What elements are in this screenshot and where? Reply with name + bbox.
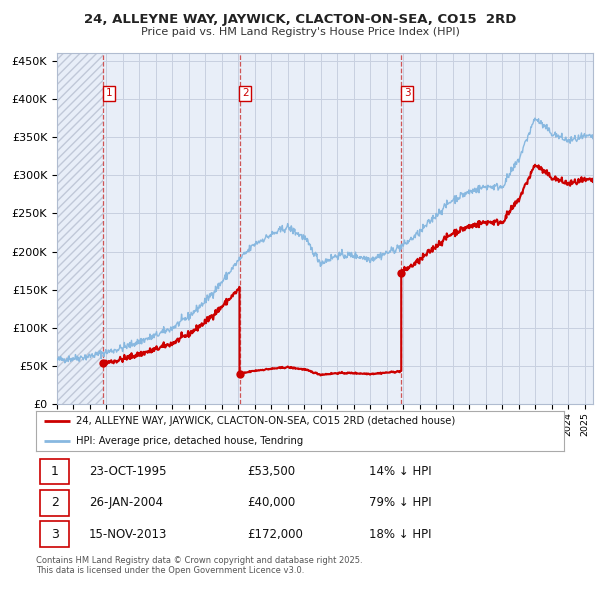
- Text: Price paid vs. HM Land Registry's House Price Index (HPI): Price paid vs. HM Land Registry's House …: [140, 27, 460, 37]
- Text: HPI: Average price, detached house, Tendring: HPI: Average price, detached house, Tend…: [76, 437, 303, 446]
- Text: 3: 3: [51, 527, 59, 540]
- Text: 79% ↓ HPI: 79% ↓ HPI: [368, 496, 431, 510]
- Text: 24, ALLEYNE WAY, JAYWICK, CLACTON-ON-SEA, CO15 2RD (detached house): 24, ALLEYNE WAY, JAYWICK, CLACTON-ON-SEA…: [76, 417, 455, 426]
- Text: 26-JAN-2004: 26-JAN-2004: [89, 496, 163, 510]
- Text: 14% ↓ HPI: 14% ↓ HPI: [368, 466, 431, 478]
- Text: 23-OCT-1995: 23-OCT-1995: [89, 466, 166, 478]
- Text: 18% ↓ HPI: 18% ↓ HPI: [368, 527, 431, 540]
- Text: Contains HM Land Registry data © Crown copyright and database right 2025.
This d: Contains HM Land Registry data © Crown c…: [36, 556, 362, 575]
- Text: 15-NOV-2013: 15-NOV-2013: [89, 527, 167, 540]
- FancyBboxPatch shape: [40, 490, 69, 516]
- Text: £53,500: £53,500: [247, 466, 295, 478]
- Text: 1: 1: [106, 88, 112, 98]
- Text: 1: 1: [51, 466, 59, 478]
- Text: £40,000: £40,000: [247, 496, 295, 510]
- FancyBboxPatch shape: [40, 522, 69, 547]
- Text: 2: 2: [242, 88, 248, 98]
- Text: £172,000: £172,000: [247, 527, 303, 540]
- Text: 2: 2: [51, 496, 59, 510]
- FancyBboxPatch shape: [40, 459, 69, 484]
- Text: 3: 3: [404, 88, 410, 98]
- Text: 24, ALLEYNE WAY, JAYWICK, CLACTON-ON-SEA, CO15  2RD: 24, ALLEYNE WAY, JAYWICK, CLACTON-ON-SEA…: [84, 13, 516, 26]
